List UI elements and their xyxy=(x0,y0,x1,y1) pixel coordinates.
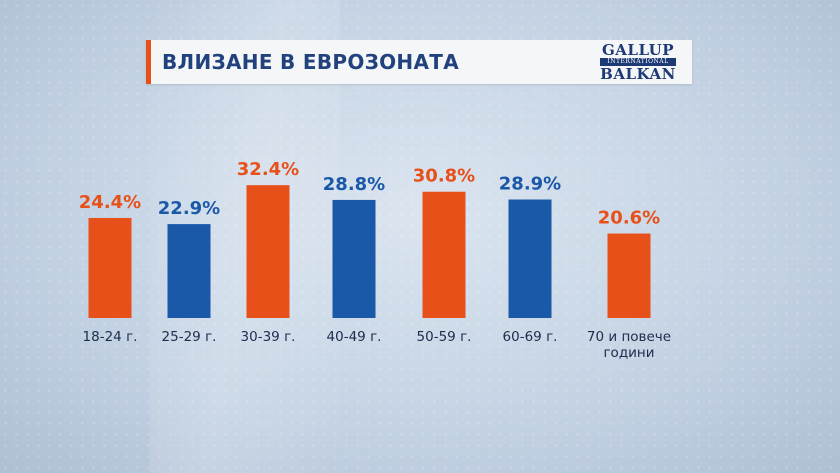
value-label-2: 22.9% xyxy=(158,198,220,219)
category-label-4: 40-49 г. xyxy=(327,329,382,345)
bar-2 xyxy=(167,224,211,318)
gallup-logo: GALLUP INTERNATIONAL BALKAN xyxy=(588,42,688,82)
logo-line-1: GALLUP xyxy=(601,41,675,59)
value-label-4: 28.8% xyxy=(323,174,385,195)
category-label-6: 60-69 г. xyxy=(503,329,558,345)
value-label-3: 32.4% xyxy=(237,159,299,180)
title-bar: ВЛИЗАНЕ В ЕВРОЗОНАТА GALLUP INTERNATIONA… xyxy=(146,40,692,84)
value-label-1: 24.4% xyxy=(79,192,141,213)
category-label-7-line-1: 70 и повече xyxy=(587,329,671,345)
bar-5 xyxy=(422,191,466,318)
bar-4 xyxy=(332,199,376,318)
category-label-3: 30-39 г. xyxy=(241,329,296,345)
category-label-7-line-2: години xyxy=(603,345,654,361)
value-label-5: 30.8% xyxy=(413,166,475,187)
logo-line-3: BALKAN xyxy=(600,65,676,83)
title-accent xyxy=(146,40,151,84)
category-label-1: 18-24 г. xyxy=(83,329,138,345)
logo-line-2: INTERNATIONAL xyxy=(600,58,676,66)
category-label-5: 50-59 г. xyxy=(417,329,472,345)
bar-6 xyxy=(508,199,552,318)
bar-1 xyxy=(88,217,132,318)
bar-3 xyxy=(246,185,290,318)
bar-7 xyxy=(607,233,651,318)
category-label-2: 25-29 г. xyxy=(162,329,217,345)
value-label-7: 20.6% xyxy=(598,208,660,229)
value-label-6: 28.9% xyxy=(499,174,561,195)
chart-title: ВЛИЗАНЕ В ЕВРОЗОНАТА xyxy=(162,50,459,74)
